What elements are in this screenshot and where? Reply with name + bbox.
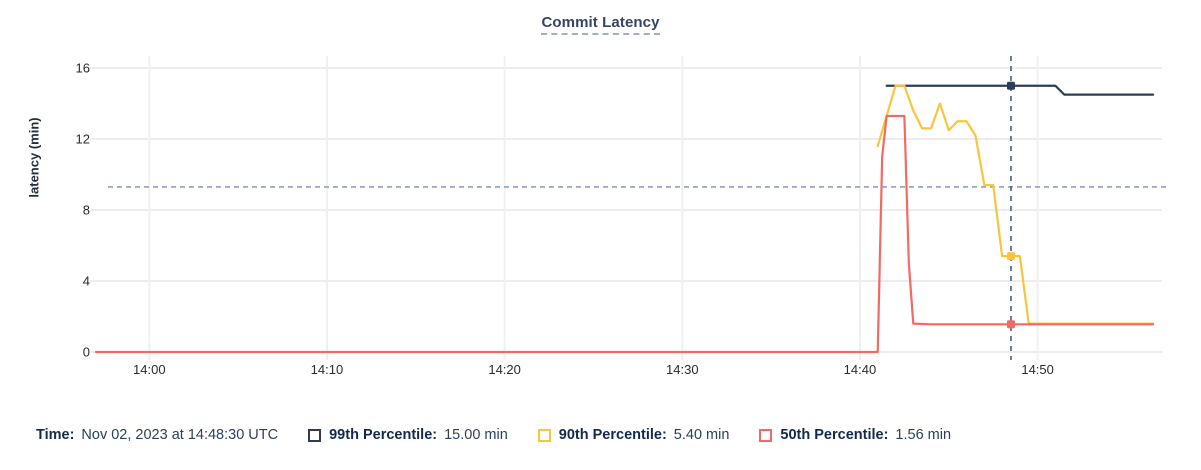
y-axis-ticks: 0 4 8 12 16	[34, 0, 90, 400]
plot-canvas[interactable]	[0, 0, 1201, 400]
legend-item-label: 90th Percentile:	[558, 427, 667, 443]
legend-swatch-icon	[759, 428, 773, 442]
y-tick-label: 4	[82, 273, 90, 289]
x-tick-label: 14:50	[1021, 362, 1054, 377]
y-tick-label: 8	[82, 202, 90, 218]
legend-item-label: 50th Percentile:	[780, 427, 889, 443]
legend-item-label: 99th Percentile:	[329, 427, 438, 443]
legend-swatch-icon	[537, 428, 551, 442]
plot-area: latency (min) 0 4 8 12 16 14:00 14:10 14:20 14:…	[0, 0, 1201, 400]
y-tick-label: 16	[75, 60, 90, 76]
legend-footer: Time: Nov 02, 2023 at 14:48:30 UTC 99th Pe…	[0, 413, 1201, 457]
chart-title-text: Commit Latency	[541, 14, 660, 35]
x-tick-label: 14:20	[488, 362, 521, 377]
x-tick-label: 14:40	[843, 362, 877, 377]
x-tick-label: 14:00	[133, 362, 166, 377]
legend-time: Time: Nov 02, 2023 at 14:48:30 UTC	[36, 427, 278, 443]
legend-item-value: 5.40 min	[673, 427, 730, 443]
legend-item-1[interactable]: 99th Percentile: 15.00 min	[308, 427, 508, 443]
x-tick-label: 14:10	[310, 362, 344, 377]
chart-title: Commit Latency	[0, 14, 1201, 35]
legend-time-label: Time:	[36, 427, 75, 443]
legend-time-value: Nov 02, 2023 at 14:48:30 UTC	[81, 427, 279, 443]
legend-item-value: 15.00 min	[444, 427, 508, 443]
legend-item-3[interactable]: 50th Percentile: 1.56 min	[759, 427, 951, 443]
legend-item-2[interactable]: 90th Percentile: 5.40 min	[537, 427, 730, 443]
legend-item-value: 1.56 min	[895, 427, 952, 443]
x-tick-label: 14:30	[666, 362, 699, 377]
y-tick-label: 12	[75, 131, 90, 147]
legend-swatch-icon	[308, 428, 322, 442]
y-tick-label: 0	[82, 344, 90, 360]
